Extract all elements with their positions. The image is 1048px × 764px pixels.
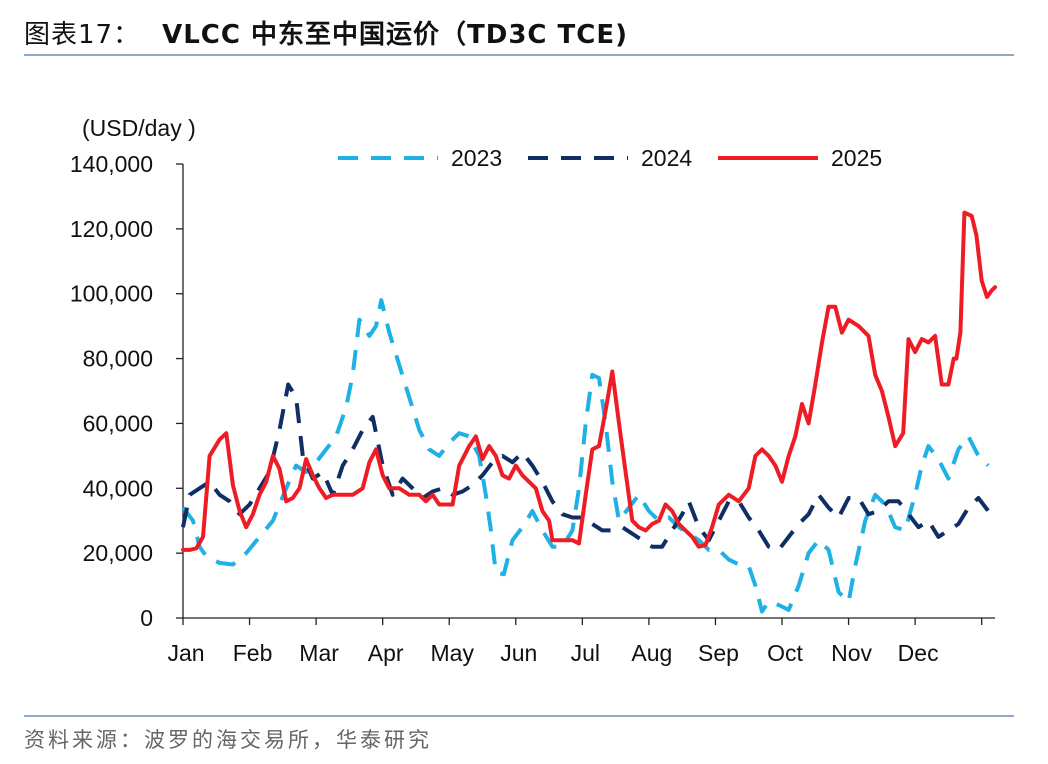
legend: 2023 2024 2025 (338, 145, 882, 171)
x-tick-label: Nov (831, 640, 872, 666)
legend-label-2023: 2023 (451, 145, 502, 171)
y-tick-label: 100,000 (70, 281, 153, 307)
series-line-2025 (181, 210, 997, 552)
x-tick-label: May (431, 640, 475, 666)
figure-title-row: 图表17： VLCC 中东至中国运价（TD3C TCE) (24, 10, 1024, 54)
series-layer (181, 210, 997, 614)
x-tick-label: Aug (631, 640, 672, 666)
y-tick-label: 60,000 (83, 410, 153, 436)
x-tick-label: Jul (571, 640, 600, 666)
y-tick-label: 20,000 (83, 540, 153, 566)
y-axis-unit-label: (USD/day ) (82, 115, 196, 141)
x-tick-label: Sep (698, 640, 739, 666)
x-tick-label: Jan (167, 640, 204, 666)
x-tick-label: Oct (767, 640, 803, 666)
x-tick-label: Feb (233, 640, 273, 666)
series-line-2023 (181, 298, 990, 614)
x-tick-label: Dec (898, 640, 939, 666)
x-tick-label: Apr (368, 640, 404, 666)
y-tick-label: 80,000 (83, 346, 153, 372)
chart-canvas: (USD/day ) 2023 2024 2025 0 20,000 40,000 60,… (70, 115, 997, 666)
legend-label-2025: 2025 (831, 145, 882, 171)
x-tick-label: Mar (299, 640, 339, 666)
y-tick-label: 120,000 (70, 216, 153, 242)
figure-label: 图表17： (24, 19, 141, 50)
chart-title: VLCC 中东至中国运价（TD3C TCE) (162, 19, 628, 50)
source-note: 资料来源：波罗的海交易所，华泰研究 (24, 728, 432, 752)
y-axis: 0 20,000 40,000 60,000 80,000 100,000 120,000 1… (70, 151, 184, 631)
y-tick-label: 140,000 (70, 151, 153, 177)
top-rule (24, 54, 1014, 56)
x-tick-label: Jun (500, 640, 537, 666)
y-tick-label: 40,000 (83, 475, 153, 501)
bottom-rule (24, 715, 1014, 717)
legend-label-2024: 2024 (641, 145, 692, 171)
y-tick-label: 0 (140, 605, 153, 631)
x-axis: Jan Feb Mar Apr May Jun Jul Aug Sep Oct Nov Dec (167, 617, 995, 666)
